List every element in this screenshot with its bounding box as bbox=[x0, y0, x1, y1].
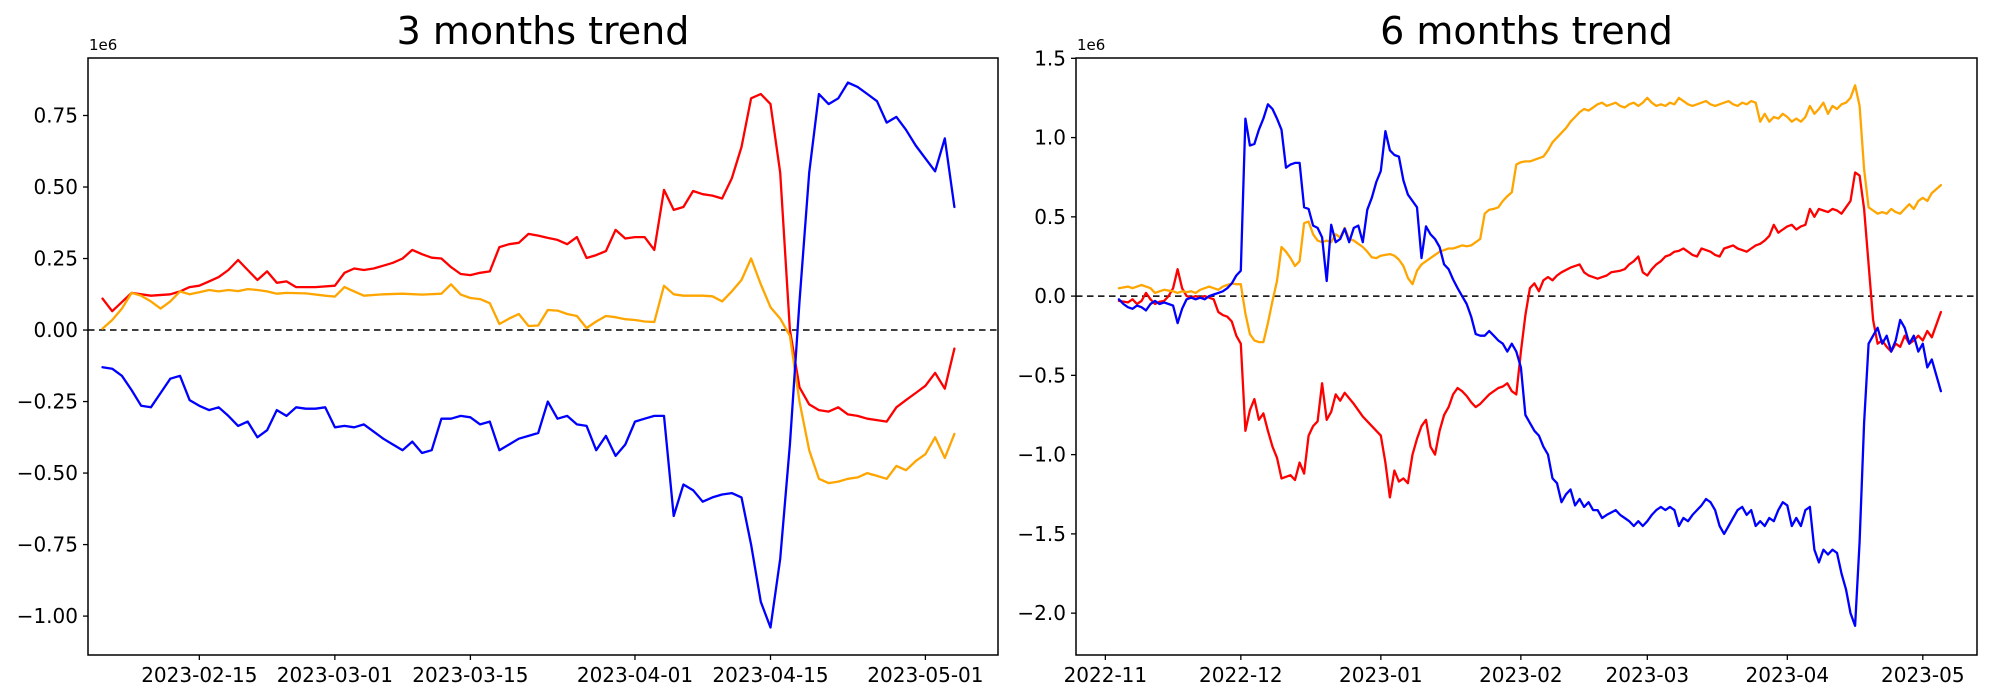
plot-border bbox=[87, 57, 999, 656]
y-axis-offset-label: 1e6 bbox=[89, 36, 117, 54]
y-tick-label: −0.5 bbox=[1017, 363, 1066, 387]
x-tick-label: 2023-04 bbox=[1746, 663, 1830, 687]
x-tick-label: 2023-01 bbox=[1339, 663, 1423, 687]
y-tick-label: −2.0 bbox=[1017, 601, 1066, 625]
x-tick-label: 2023-04-15 bbox=[712, 663, 828, 687]
chart-6-months-trend: 6 months trend 1e6 1.5 1.0 0.5 0.0 −0.5 −1.0 −… bbox=[1017, 9, 1978, 687]
series-line-orange bbox=[101, 257, 956, 485]
x-tick-label: 2023-05 bbox=[1881, 663, 1965, 687]
x-tick-label: 2023-02 bbox=[1479, 663, 1563, 687]
y-tick-label: 0.25 bbox=[33, 247, 78, 271]
series-line-red bbox=[101, 92, 956, 423]
axes: 1.5 1.0 0.5 0.0 −0.5 −1.0 −1.5 −2.0 2022-11 2022-… bbox=[1017, 46, 1978, 687]
series-line-orange bbox=[1117, 84, 1943, 344]
y-tick-label: 0.50 bbox=[33, 175, 78, 199]
y-tick-label: 0.0 bbox=[1034, 284, 1066, 308]
series-line-blue bbox=[1117, 103, 1943, 627]
x-tick-label: 2023-03-01 bbox=[277, 663, 393, 687]
chart-title: 6 months trend bbox=[1380, 9, 1673, 53]
series-line-blue bbox=[101, 81, 956, 629]
plot-border bbox=[1075, 57, 1978, 656]
y-tick-label: 0.00 bbox=[33, 318, 78, 342]
y-tick-label: −0.50 bbox=[17, 461, 78, 485]
chart-title: 3 months trend bbox=[397, 9, 690, 53]
series-line-red bbox=[1117, 171, 1943, 499]
y-tick-label: 1.5 bbox=[1034, 46, 1066, 70]
chart-3-months-trend: 3 months trend 1e6 0.75 0.50 0.25 0.00 −0.25… bbox=[17, 9, 999, 687]
x-tick-label: 2023-05-01 bbox=[867, 663, 983, 687]
y-tick-label: −1.5 bbox=[1017, 522, 1066, 546]
axes: 0.75 0.50 0.25 0.00 −0.25 −0.50 −0.75 −1.00 2023… bbox=[17, 57, 999, 687]
x-tick-label: 2023-03-15 bbox=[412, 663, 528, 687]
y-tick-label: 1.0 bbox=[1034, 126, 1066, 150]
y-tick-label: 0.75 bbox=[33, 103, 78, 127]
x-tick-label: 2022-11 bbox=[1064, 663, 1148, 687]
y-tick-label: −1.00 bbox=[17, 604, 78, 628]
y-tick-label: 0.5 bbox=[1034, 205, 1066, 229]
y-tick-label: −0.25 bbox=[17, 390, 78, 414]
y-axis-offset-label: 1e6 bbox=[1077, 36, 1105, 54]
y-tick-label: −1.0 bbox=[1017, 443, 1066, 467]
x-tick-label: 2022-12 bbox=[1199, 663, 1283, 687]
x-tick-label: 2023-03 bbox=[1606, 663, 1690, 687]
y-tick-label: −0.75 bbox=[17, 533, 78, 557]
x-tick-label: 2023-04-01 bbox=[577, 663, 693, 687]
x-tick-label: 2023-02-15 bbox=[141, 663, 257, 687]
